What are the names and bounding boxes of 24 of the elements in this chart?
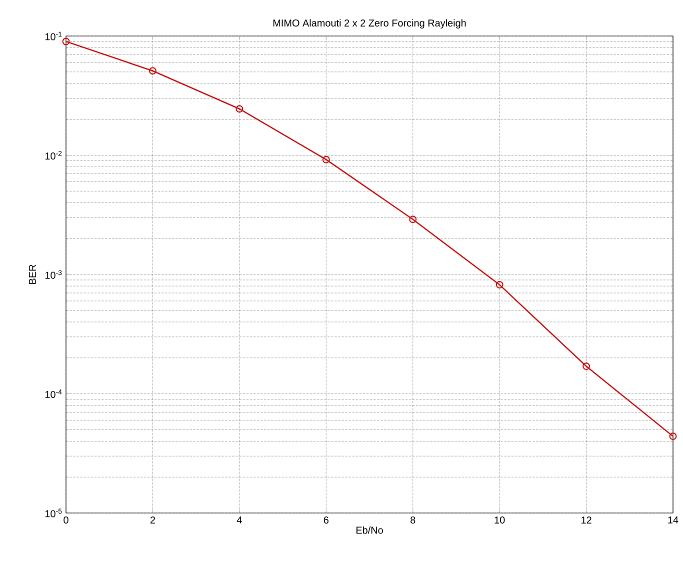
- point: [148, 67, 156, 75]
- point: [582, 362, 590, 370]
- y-tick-label: 10$^{-5}$: [45, 508, 62, 518]
- x-tick-label: 6: [324, 516, 328, 524]
- point: [669, 432, 677, 440]
- x-axis-title: Eb/No: [356, 526, 383, 534]
- x-tick-label: 0: [64, 516, 68, 524]
- y-tick-label: 10$^{-2}$: [45, 150, 62, 160]
- y-tick-label: 10$^{-4}$: [45, 390, 62, 398]
- y-tick-label: 10$^{-3}$: [45, 270, 62, 279]
- x-tick-label: 14: [668, 516, 678, 524]
- x-tick-label: 10: [494, 516, 505, 524]
- chart-title: MIMO Alamouti 2 x 2 Zero Forcing Rayleigh: [273, 19, 466, 29]
- point: [496, 281, 504, 289]
- point: [322, 156, 330, 164]
- y-axis-title: BER: [29, 264, 36, 284]
- x-tick-label: 2: [150, 516, 155, 524]
- point: [62, 38, 70, 46]
- x-tick-label: 4: [236, 516, 242, 524]
- x-tick-label: 8: [410, 516, 416, 524]
- point: [236, 105, 244, 113]
- y-tick-label: 10$^{-1}$: [45, 32, 62, 40]
- x-tick-label: 12: [582, 516, 592, 524]
- point: [409, 216, 417, 224]
